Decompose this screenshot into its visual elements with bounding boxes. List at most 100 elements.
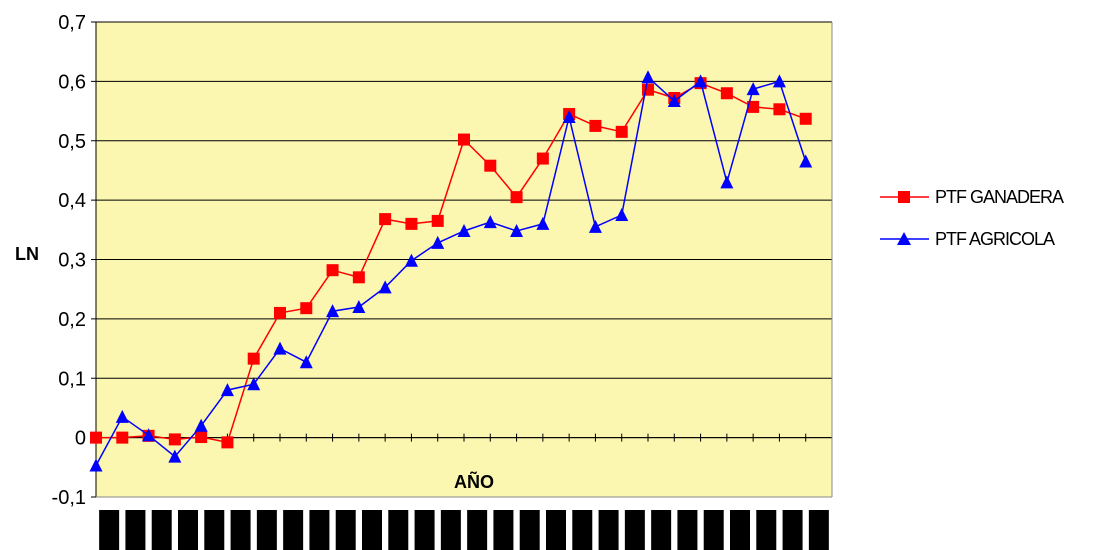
data-point-square [300, 302, 313, 315]
x-tick-label-block [782, 510, 803, 550]
data-point-triangle [89, 458, 103, 472]
data-point-triangle [299, 355, 313, 369]
data-point-triangle [799, 154, 813, 168]
x-tick-label-block [283, 510, 304, 550]
data-point-square [458, 133, 470, 146]
data-point-triangle [168, 449, 182, 463]
data-point-square [247, 352, 260, 365]
x-tick-label-block [335, 510, 356, 550]
x-tick-label-block [414, 510, 435, 550]
data-point-triangle [483, 215, 497, 229]
data-point-square [642, 83, 654, 96]
x-tick-label-block [388, 510, 409, 550]
x-tick-label-block [572, 510, 593, 550]
data-point-square [405, 217, 418, 230]
data-point-square [773, 103, 786, 116]
data-point-square [90, 431, 102, 444]
y-tick-label: 0,4 [58, 190, 86, 212]
data-point-triangle [404, 253, 418, 267]
x-tick-label-block [309, 510, 330, 550]
data-point-square [221, 436, 234, 449]
y-tick-label: 0,3 [58, 250, 86, 272]
x-tick-label-block [178, 510, 198, 550]
data-point-triangle [562, 110, 576, 123]
x-tick-label-block [230, 510, 251, 550]
data-point-square [274, 306, 286, 319]
data-point-square [352, 271, 365, 284]
data-point-triangle [746, 82, 760, 96]
data-point-square [379, 213, 392, 226]
data-point-triangle [641, 70, 655, 84]
data-point-square [747, 100, 760, 113]
data-point-triangle [615, 207, 629, 221]
data-point-triangle [510, 224, 524, 237]
x-tick-label-block [99, 510, 120, 550]
series-group [89, 70, 813, 472]
x-tick-label-block [651, 510, 672, 550]
legend-agricola-marker [897, 232, 911, 245]
legend-ganadera-label: PTF GANADERA [935, 187, 1064, 207]
data-point-triangle [694, 74, 708, 88]
x-tick-label-block [519, 510, 540, 550]
data-point-triangle [273, 341, 287, 355]
legend: PTF GANADERA PTF AGRICOLA [880, 187, 1065, 249]
series-line-1 [95, 75, 807, 466]
data-point-square [536, 152, 549, 165]
x-tick-label-block [125, 510, 146, 550]
x-tick-label-block [624, 510, 645, 550]
data-point-square [168, 433, 181, 446]
x-tick-label-block [440, 510, 461, 550]
y-axis-ticks: -0,1 0 0,1 0,2 0,3 0,4 0,5 0,6 0,7 [52, 12, 96, 509]
data-point-square [799, 112, 812, 125]
data-point-triangle [772, 74, 786, 88]
data-point-triangle [588, 219, 602, 233]
data-point-square [615, 125, 628, 138]
x-tick-label-block [467, 510, 488, 550]
y-tick-label: 0,5 [58, 131, 86, 153]
x-tick-label-block [677, 510, 698, 550]
x-tick-label-block [546, 510, 566, 550]
data-point-triangle [326, 304, 340, 318]
data-point-triangle [667, 93, 681, 107]
x-tick-label-block [598, 510, 619, 550]
data-point-square [326, 264, 339, 277]
data-point-square [510, 191, 523, 204]
data-point-triangle [115, 409, 129, 423]
x-tick-label-block [204, 510, 225, 550]
data-point-square [116, 431, 129, 444]
data-point-triangle [352, 300, 366, 313]
data-point-triangle [457, 224, 471, 237]
y-tick-label: 0,6 [58, 71, 86, 93]
legend-ganadera-marker [898, 191, 910, 203]
x-tick-label-block [703, 510, 724, 550]
data-point-triangle [220, 383, 234, 397]
data-point-triangle [247, 377, 261, 391]
x-axis-label: AÑO [454, 471, 494, 492]
x-tick-label-block [493, 510, 514, 550]
x-tick-label-block [362, 510, 382, 550]
x-tick-label-block [151, 510, 172, 550]
data-point-triangle [431, 235, 445, 249]
y-tick-label: -0,1 [52, 487, 86, 509]
y-tick-label: 0,1 [58, 368, 86, 390]
data-point-square [195, 431, 208, 444]
y-axis-label: LN [15, 244, 39, 264]
x-tick-label-block [808, 510, 829, 550]
y-tick-label: 0,2 [58, 309, 86, 331]
data-point-square [484, 159, 497, 172]
data-point-triangle [536, 216, 550, 230]
data-point-square [720, 87, 733, 100]
data-point-triangle [194, 418, 208, 432]
data-point-square [431, 214, 444, 227]
data-point-square [589, 119, 602, 132]
x-tick-label-block [730, 510, 750, 550]
y-tick-label: 0 [75, 428, 86, 450]
data-point-triangle [142, 428, 156, 442]
x-tick-label-block [256, 510, 277, 550]
y-tick-label: 0,7 [58, 12, 86, 34]
x-tick-label-blocks [99, 510, 829, 550]
data-point-triangle [378, 280, 392, 294]
x-tick-label-block [756, 510, 777, 550]
data-point-triangle [720, 175, 734, 189]
